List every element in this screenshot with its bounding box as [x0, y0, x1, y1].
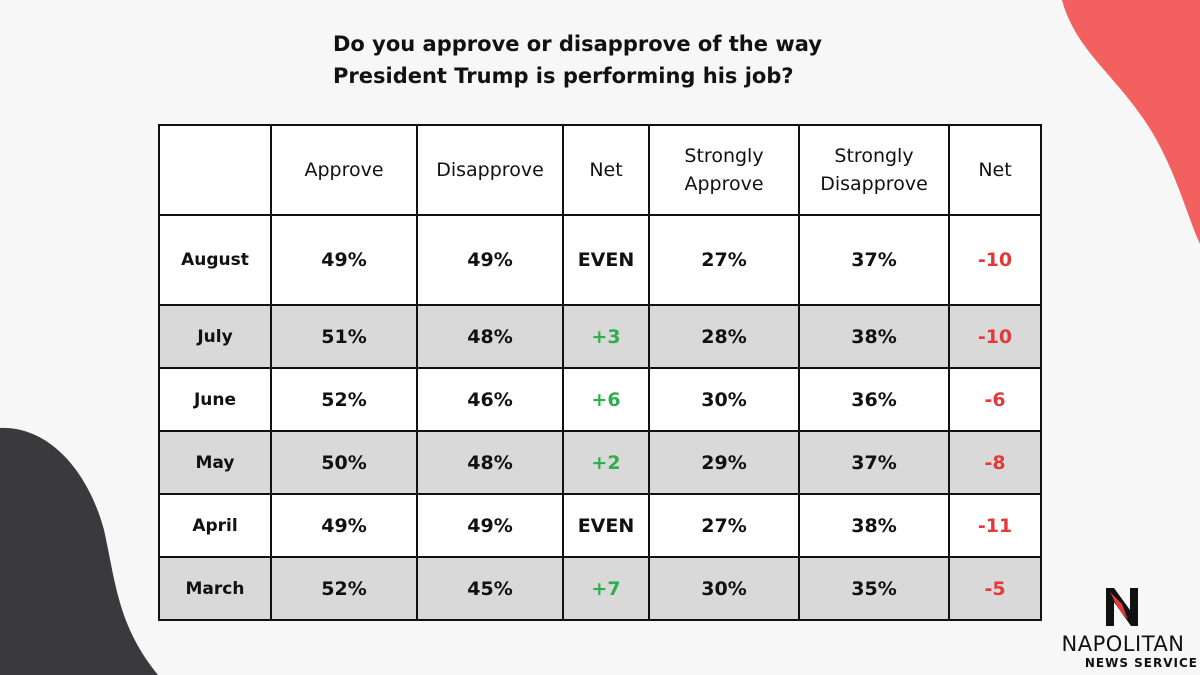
table-row: July 51% 48% +3 28% 38% -10: [158, 304, 1042, 369]
title-line-1: Do you approve or disapprove of the way: [333, 32, 822, 56]
strongly-disapprove-cell: 38%: [798, 304, 950, 369]
approve-cell: 50%: [270, 430, 418, 495]
disapprove-cell: 49%: [416, 493, 564, 558]
disapprove-cell: 46%: [416, 367, 564, 432]
napolitan-logo: NAPOLITAN NEWS SERVICE: [1048, 580, 1198, 672]
table-row: August 49% 49% EVEN 27% 37% -10: [158, 214, 1042, 306]
header-row: Approve Disapprove Net Strongly Approve …: [158, 124, 1042, 216]
table-row: May 50% 48% +2 29% 37% -8: [158, 430, 1042, 495]
disapprove-cell: 49%: [416, 214, 564, 306]
header-cell-disapprove: Disapprove: [416, 124, 564, 216]
header-cell-strong-net: Net: [948, 124, 1042, 216]
approve-cell: 52%: [270, 556, 418, 621]
dark-blob-shape: [0, 427, 158, 675]
disapprove-cell: 48%: [416, 304, 564, 369]
month-cell: August: [158, 214, 272, 306]
net-cell: +2: [562, 430, 650, 495]
table-row: June 52% 46% +6 30% 36% -6: [158, 367, 1042, 432]
disapprove-cell: 48%: [416, 430, 564, 495]
month-cell: July: [158, 304, 272, 369]
strong-net-cell: -8: [948, 430, 1042, 495]
approve-cell: 49%: [270, 493, 418, 558]
logo-name: NAPOLITAN: [1061, 632, 1185, 656]
table-body: August 49% 49% EVEN 27% 37% -10 July 51% 48% +3 28%…: [158, 214, 1042, 621]
net-cell: EVEN: [562, 493, 650, 558]
net-cell: EVEN: [562, 214, 650, 306]
header-cell-month: [158, 124, 272, 216]
net-cell: +6: [562, 367, 650, 432]
strongly-disapprove-cell: 36%: [798, 367, 950, 432]
month-cell: May: [158, 430, 272, 495]
approve-cell: 52%: [270, 367, 418, 432]
approve-cell: 51%: [270, 304, 418, 369]
strong-net-cell: -10: [948, 304, 1042, 369]
strong-net-cell: -5: [948, 556, 1042, 621]
strongly-approve-cell: 28%: [648, 304, 800, 369]
header-cell-net: Net: [562, 124, 650, 216]
disapprove-cell: 45%: [416, 556, 564, 621]
strongly-approve-cell: 27%: [648, 493, 800, 558]
month-cell: June: [158, 367, 272, 432]
logo-subtitle: NEWS SERVICE: [1084, 656, 1198, 670]
month-cell: April: [158, 493, 272, 558]
strong-net-cell: -10: [948, 214, 1042, 306]
strong-net-cell: -11: [948, 493, 1042, 558]
strong-net-cell: -6: [948, 367, 1042, 432]
header-cell-approve: Approve: [270, 124, 418, 216]
strongly-approve-cell: 29%: [648, 430, 800, 495]
approval-table: Approve Disapprove Net Strongly Approve …: [158, 124, 1042, 621]
strongly-approve-cell: 27%: [648, 214, 800, 306]
month-cell: March: [158, 556, 272, 621]
coral-blob-shape: [1062, 0, 1200, 244]
strongly-disapprove-cell: 37%: [798, 430, 950, 495]
title-line-2: President Trump is performing his job?: [333, 64, 794, 88]
strongly-disapprove-cell: 38%: [798, 493, 950, 558]
strongly-approve-cell: 30%: [648, 556, 800, 621]
table-row: March 52% 45% +7 30% 35% -5: [158, 556, 1042, 621]
chart-title: Do you approve or disapprove of the way …: [333, 28, 893, 92]
strongly-disapprove-cell: 37%: [798, 214, 950, 306]
net-cell: +3: [562, 304, 650, 369]
header-cell-strongly-approve: Strongly Approve: [648, 124, 800, 216]
approve-cell: 49%: [270, 214, 418, 306]
strongly-disapprove-cell: 35%: [798, 556, 950, 621]
table-row: April 49% 49% EVEN 27% 38% -11: [158, 493, 1042, 558]
header-cell-strongly-disapprove: Strongly Disapprove: [798, 124, 950, 216]
net-cell: +7: [562, 556, 650, 621]
napolitan-n-logo-icon: [1106, 588, 1138, 626]
strongly-approve-cell: 30%: [648, 367, 800, 432]
